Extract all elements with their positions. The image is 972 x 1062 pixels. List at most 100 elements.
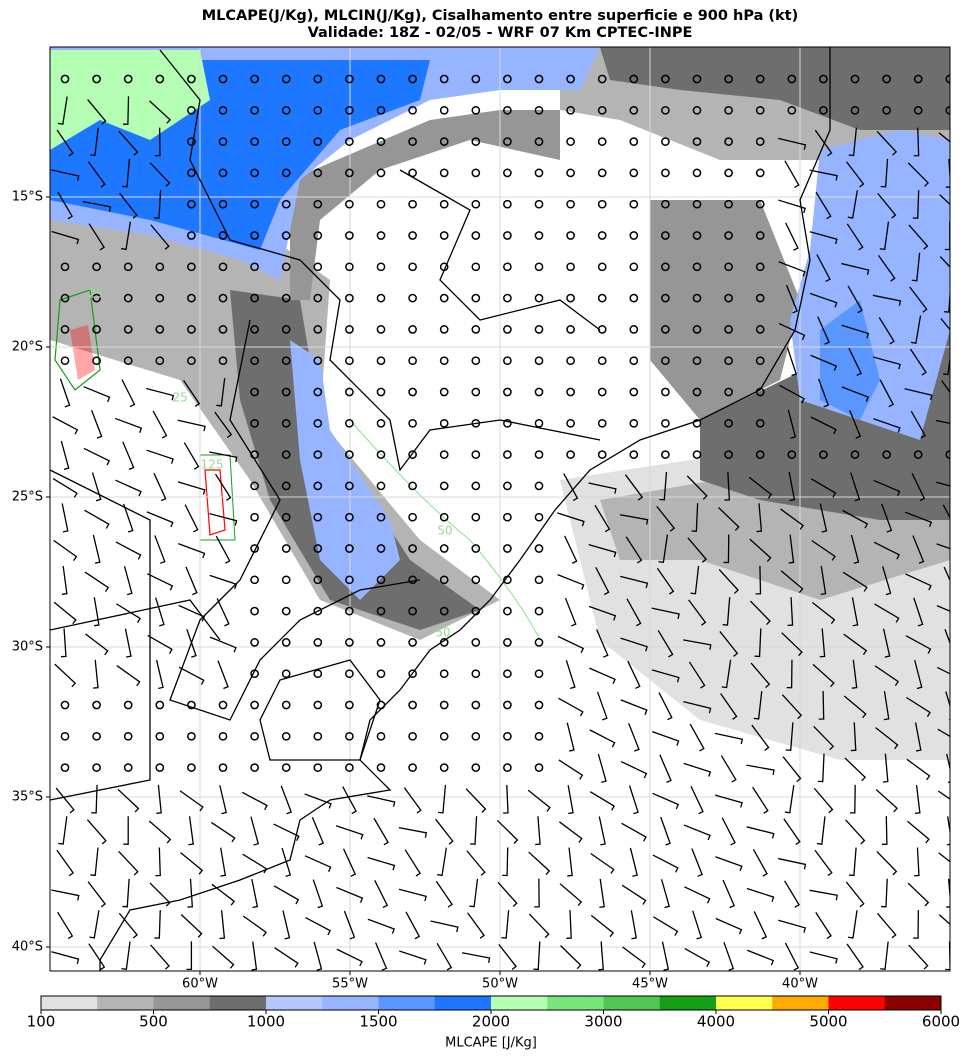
wind-barb (872, 356, 901, 370)
wind-barb (183, 442, 200, 470)
colorbar-swatch (603, 996, 661, 1010)
calm-marker (92, 700, 101, 710)
wind-barb (588, 482, 617, 494)
wind-barb (155, 847, 161, 877)
wind-barb (251, 941, 258, 971)
calm-marker (345, 74, 354, 84)
wind-barb (937, 666, 950, 675)
wind-barb (242, 915, 267, 937)
wind-barb (534, 878, 540, 908)
calm-marker (187, 74, 196, 84)
calm-marker (629, 168, 639, 178)
calm-marker (566, 262, 575, 272)
calm-marker (408, 325, 417, 334)
calm-marker (629, 387, 639, 397)
calm-marker (345, 544, 354, 553)
wind-barb (87, 99, 107, 125)
calm-marker (92, 731, 101, 741)
calm-marker (566, 418, 575, 428)
wind-barb (209, 636, 237, 653)
calm-marker (313, 105, 323, 115)
calm-marker (724, 325, 733, 334)
wind-barb (565, 660, 576, 690)
wind-barb (913, 127, 920, 157)
calm-marker (503, 262, 512, 272)
calm-marker (503, 731, 512, 741)
calm-marker (597, 325, 607, 334)
wind-barb (813, 787, 834, 814)
calm-marker (313, 512, 323, 522)
contour-label: 50 (435, 626, 450, 640)
wind-barb (881, 816, 888, 845)
wind-barb (906, 696, 931, 717)
wind-barb (816, 816, 826, 845)
wind-barb (715, 856, 743, 872)
wind-barb (626, 598, 642, 627)
calm-marker (471, 418, 481, 428)
wind-barb (689, 723, 705, 752)
colorbar-swatch (41, 996, 98, 1010)
wind-barb (688, 599, 707, 626)
wind-barb (876, 130, 898, 156)
wind-barb (528, 851, 551, 876)
calm-marker (471, 481, 481, 491)
wind-barb (937, 790, 950, 800)
wind-barb (628, 723, 640, 752)
calm-marker (566, 387, 575, 397)
wind-barb (658, 534, 669, 564)
calm-marker (566, 105, 575, 115)
wind-barb (811, 601, 836, 624)
calm-marker (692, 450, 702, 459)
calm-marker (439, 544, 449, 553)
wind-barb (85, 633, 109, 656)
calm-marker (250, 700, 259, 710)
calm-marker (187, 731, 196, 741)
wind-barb (178, 666, 205, 685)
calm-marker (850, 450, 860, 459)
calm-marker (439, 231, 449, 240)
wind-barb (850, 722, 857, 752)
calm-marker (155, 731, 165, 741)
wind-barb (180, 914, 203, 938)
calm-marker (629, 325, 639, 334)
calm-marker (345, 137, 354, 146)
calm-marker (60, 731, 70, 741)
wind-barb (122, 878, 130, 908)
wind-barb (115, 603, 142, 623)
calm-marker (250, 669, 259, 679)
calm-marker (534, 575, 544, 585)
calm-marker (408, 199, 417, 209)
wind-barb (598, 941, 604, 971)
wind-barb (756, 503, 763, 533)
wind-barb (904, 388, 933, 401)
wind-barb (816, 254, 831, 283)
wind-barb (52, 477, 78, 498)
wind-barb (399, 950, 427, 965)
calm-marker (471, 293, 481, 303)
wind-barb (718, 569, 739, 594)
wind-barb (186, 628, 197, 658)
calm-marker (60, 325, 70, 334)
calm-marker (755, 231, 765, 240)
calm-marker (250, 575, 259, 585)
wind-barb (559, 821, 583, 843)
wind-barb (590, 914, 615, 938)
calm-marker (281, 293, 291, 303)
calm-marker (503, 669, 512, 679)
wind-barb (910, 315, 922, 344)
calm-marker (597, 262, 607, 272)
wind-barb (687, 537, 708, 563)
wind-barb (842, 509, 869, 529)
calm-marker (250, 293, 259, 303)
wind-barb (250, 816, 260, 846)
calm-marker (408, 700, 417, 710)
calm-marker (439, 105, 449, 115)
wind-barb (620, 699, 648, 715)
wind-barb (813, 725, 835, 751)
wind-barb (148, 820, 172, 844)
calm-marker (503, 638, 512, 647)
lat-label: 15°S (12, 190, 43, 205)
calm-marker (376, 199, 386, 209)
wind-barb (185, 566, 198, 596)
calm-marker (755, 105, 765, 115)
